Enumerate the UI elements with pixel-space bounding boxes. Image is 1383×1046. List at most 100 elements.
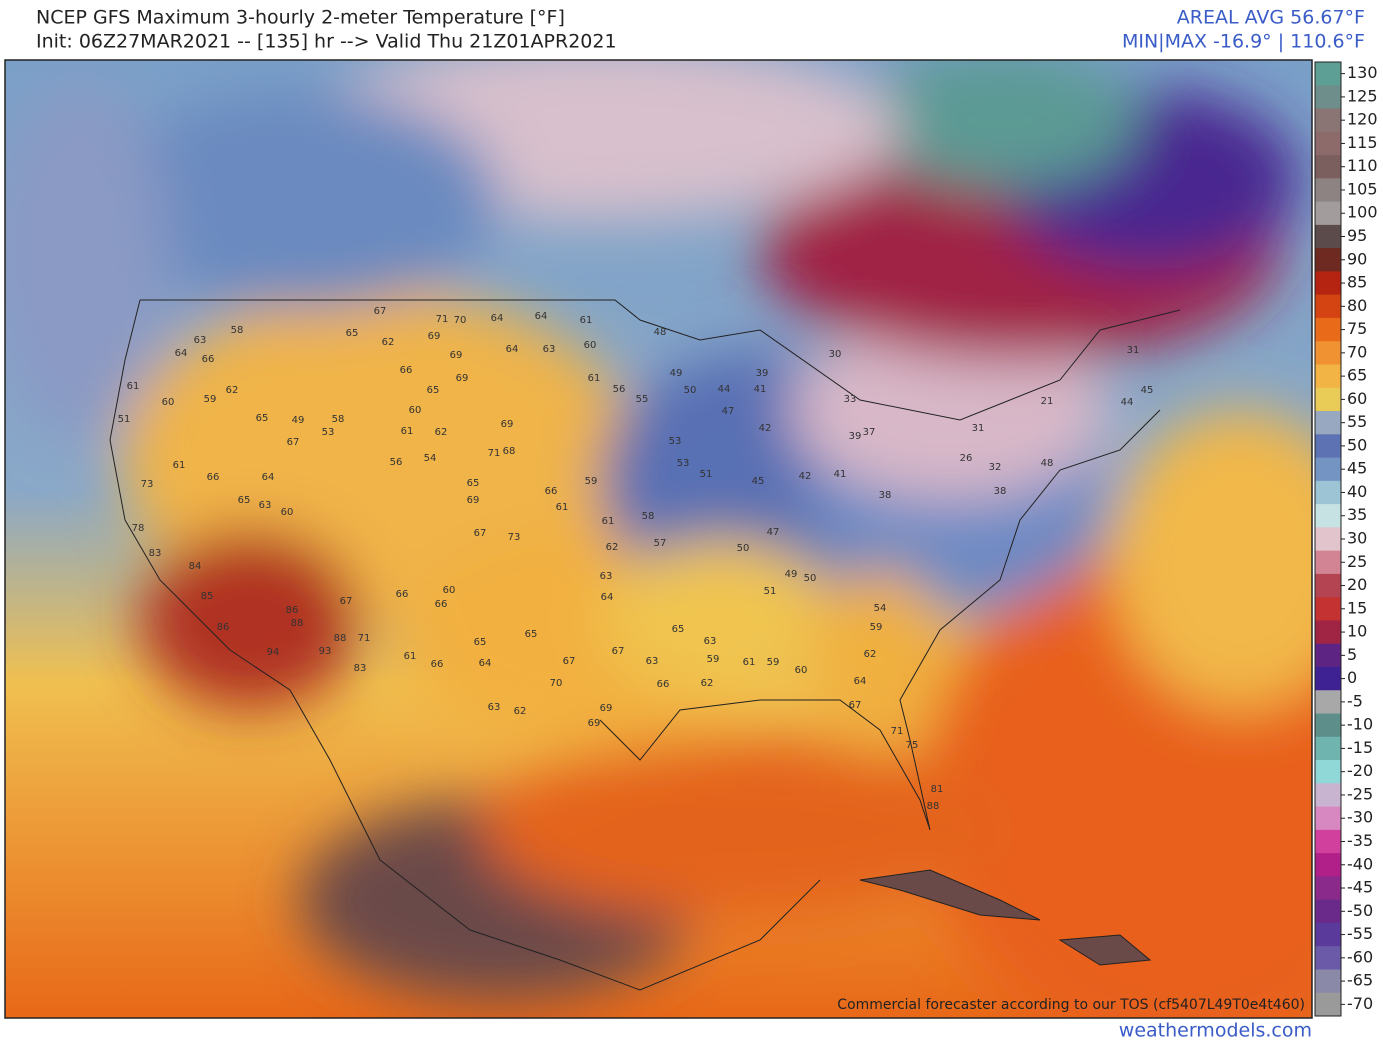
- station-value: 94: [267, 647, 280, 658]
- station-value: 53: [322, 427, 335, 438]
- station-value: 50: [684, 385, 697, 396]
- colorbar-tick-label: 95: [1347, 226, 1367, 245]
- station-value: 55: [636, 394, 649, 405]
- colorbar-swatch: [1315, 271, 1341, 296]
- station-value: 86: [286, 605, 299, 616]
- colorbar-swatch: [1315, 131, 1341, 156]
- station-value: 66: [202, 354, 215, 365]
- station-value: 66: [431, 659, 444, 670]
- station-value: 61: [127, 381, 140, 392]
- station-value: 63: [194, 335, 207, 346]
- station-value: 66: [545, 486, 558, 497]
- footer[interactable]: weathermodels.com: [1119, 1020, 1312, 1042]
- station-value: 60: [795, 665, 808, 676]
- colorbar-tick-label: -20: [1347, 761, 1373, 780]
- map: 67 71 70 64 64 61 69 62 65 69 66 69 64 63 60 61 56 55 48 49…: [5, 60, 1312, 1018]
- colorbar-tick-label: 75: [1347, 319, 1367, 338]
- colorbar-tick-label: 110: [1347, 156, 1378, 175]
- station-value: 86: [217, 622, 230, 633]
- station-value: 69: [501, 419, 514, 430]
- colorbar-swatch: [1315, 317, 1341, 342]
- colorbar-swatch: [1315, 713, 1341, 738]
- station-value: 65: [256, 413, 269, 424]
- colorbar-tick-label: 55: [1347, 412, 1367, 431]
- station-value: 73: [508, 532, 521, 543]
- station-value: 64: [479, 658, 492, 669]
- station-value: 65: [672, 624, 685, 635]
- station-value: 58: [642, 511, 655, 522]
- colorbar-tick-label: 5: [1347, 645, 1357, 664]
- colorbar-swatch: [1315, 946, 1341, 970]
- station-value: 61: [580, 315, 593, 326]
- station-value: 54: [874, 603, 887, 614]
- station-value: 88: [927, 801, 940, 812]
- colorbar-swatch: [1315, 666, 1341, 691]
- station-value: 78: [132, 523, 145, 534]
- station-value: 38: [994, 486, 1007, 497]
- colorbar-tick-label: 120: [1347, 110, 1378, 129]
- colorbar-swatch: [1315, 597, 1341, 621]
- colorbar-tick-label: 40: [1347, 482, 1367, 501]
- station-value: 66: [396, 589, 409, 600]
- colorbar-swatch: [1315, 899, 1341, 924]
- station-value: 59: [204, 394, 217, 405]
- colorbar-tick-label: 45: [1347, 459, 1367, 478]
- station-value: 64: [854, 676, 867, 687]
- station-value: 41: [834, 469, 847, 480]
- colorbar-swatch: [1315, 992, 1341, 1017]
- station-value: 71: [358, 633, 371, 644]
- colorbar-tick-label: -45: [1347, 878, 1373, 897]
- station-value: 60: [409, 405, 422, 416]
- colorbar-tick-label: 85: [1347, 273, 1367, 292]
- colorbar-swatch: [1315, 364, 1341, 389]
- station-value: 38: [879, 490, 892, 501]
- map-frame: [4, 59, 1313, 1019]
- station-value: 88: [291, 618, 304, 629]
- colorbar-tick-label: -60: [1347, 947, 1373, 966]
- station-value: 54: [424, 453, 437, 464]
- station-value: 57: [654, 538, 667, 549]
- station-value: 65: [238, 495, 251, 506]
- station-value: 63: [543, 344, 556, 355]
- station-value: 62: [606, 542, 619, 553]
- colorbar-tick-label: -40: [1347, 854, 1373, 873]
- station-value: 64: [491, 313, 504, 324]
- station-value: 31: [1127, 345, 1140, 356]
- subtitle: Init: 06Z27MAR2021 -- [135] hr --> Valid…: [36, 31, 617, 53]
- colorbar-tick-label: 0: [1347, 668, 1357, 687]
- colorbar-tick-label: -70: [1347, 994, 1373, 1013]
- station-value: 70: [454, 315, 467, 326]
- station-value: 48: [654, 327, 667, 338]
- station-value: 56: [390, 457, 403, 468]
- colorbar-swatch: [1315, 480, 1341, 505]
- colorbar-swatch: [1315, 62, 1341, 86]
- colorbar-tick-label: 105: [1347, 179, 1378, 198]
- colorbar-swatch: [1315, 829, 1341, 854]
- station-value: 67: [374, 306, 387, 317]
- station-value: 83: [149, 548, 162, 559]
- station-value: 69: [450, 350, 463, 361]
- colorbar-tick-label: 20: [1347, 575, 1367, 594]
- colorbar-swatch: [1315, 224, 1341, 249]
- colorbar-swatch: [1315, 341, 1341, 365]
- colorbar-tick-label: 130: [1347, 63, 1378, 82]
- station-value: 69: [467, 495, 480, 506]
- colorbar-swatch: [1315, 573, 1341, 598]
- station-value: 75: [906, 740, 919, 751]
- colorbar-tick-label: -5: [1347, 691, 1363, 710]
- colorbar-tick-label: 65: [1347, 366, 1367, 385]
- station-value: 63: [488, 702, 501, 713]
- station-value: 70: [550, 678, 563, 689]
- colorbar-swatch: [1315, 853, 1341, 877]
- station-value: 47: [722, 406, 735, 417]
- station-value: 48: [1041, 458, 1054, 469]
- watermark: Commercial forecaster according to our T…: [837, 997, 1305, 1013]
- station-value: 56: [613, 384, 626, 395]
- colorbar-swatch: [1315, 411, 1341, 435]
- station-value: 45: [752, 476, 765, 487]
- station-value: 64: [175, 348, 188, 359]
- colorbar-tick-label: 60: [1347, 389, 1367, 408]
- station-value: 21: [1041, 396, 1054, 407]
- station-value: 66: [207, 472, 220, 483]
- station-value: 83: [354, 663, 367, 674]
